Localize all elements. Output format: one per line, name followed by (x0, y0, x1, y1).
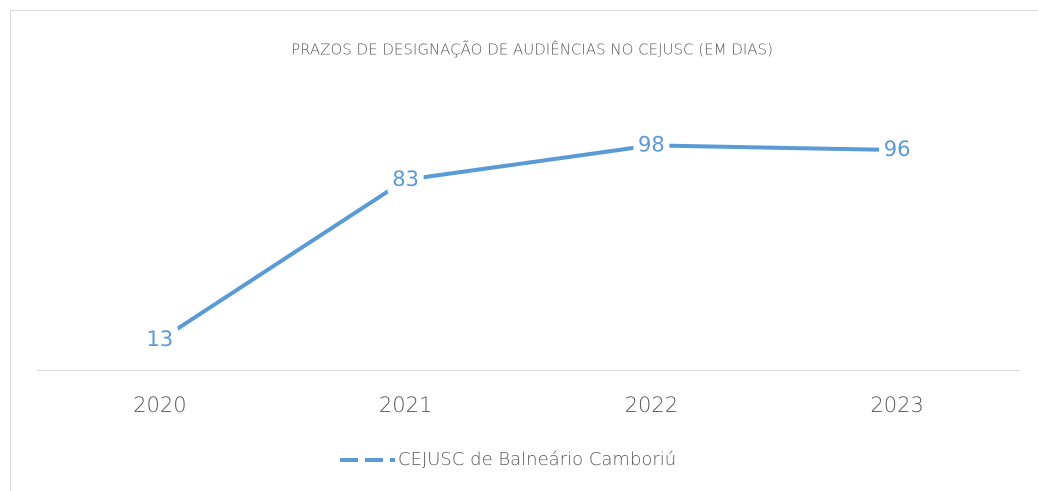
data-label: 96 (884, 137, 911, 161)
data-label-bg (387, 166, 424, 193)
x-tick-label: 2020 (133, 393, 186, 417)
line-series (158, 143, 898, 342)
x-tick-label: 2022 (625, 393, 678, 417)
data-label-bg (141, 327, 178, 354)
data-label-bg (879, 137, 916, 163)
data-label: 83 (392, 167, 419, 191)
chart-title: PRAZOS DE DESIGNAÇÃO DE AUDIÊNCIAS NO CE… (291, 40, 773, 59)
legend-label: CEJUSC de Balneário Camboriú (398, 449, 676, 470)
x-tick-label: 2023 (870, 393, 923, 417)
data-label: 13 (147, 327, 174, 351)
x-tick-label: 2021 (379, 393, 432, 417)
data-label-bg (633, 132, 670, 159)
data-label: 98 (638, 132, 665, 156)
chart-border (10, 10, 1038, 491)
